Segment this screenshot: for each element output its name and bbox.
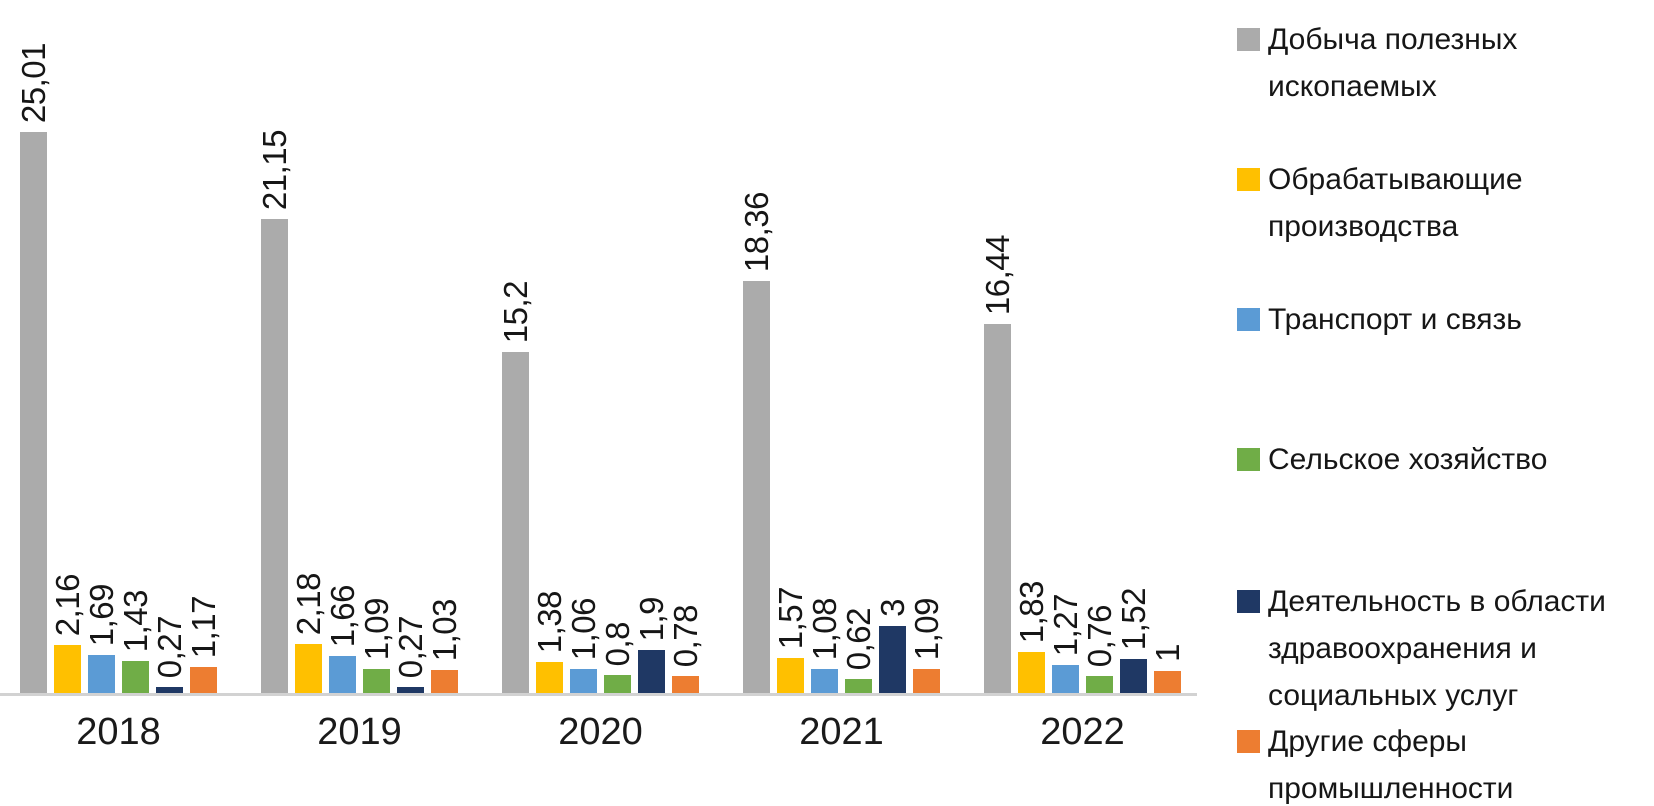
- bar-series6-2021: 1,09: [908, 598, 945, 693]
- bar-value-label: 1,38: [530, 590, 568, 653]
- bar-series1-2021: 18,36: [738, 192, 775, 693]
- bar-series2-2018: 2,16: [49, 574, 86, 693]
- bar-value-label: 0,78: [666, 604, 704, 667]
- bar-series2-2021: 1,57: [772, 587, 809, 693]
- bar-series3-2020: 1,06: [565, 598, 602, 693]
- bar-value-label: 0,62: [839, 607, 877, 670]
- bar-series4-2018: 1,43: [117, 590, 154, 693]
- bar-series6-2018: 1,17: [185, 596, 222, 693]
- legend-color-swatch-icon: [1237, 590, 1260, 613]
- bar-series6-2020: 0,78: [667, 605, 704, 693]
- x-axis-label-2021: 2021: [799, 711, 884, 753]
- bar-value-label: 25,01: [14, 42, 52, 123]
- legend-item-label: Добыча полезных ископаемых: [1268, 23, 1518, 103]
- bar-value-label: 3: [873, 599, 911, 617]
- bar-series4-2021: 0,62: [840, 608, 877, 693]
- bar-value-label: 0,27: [391, 615, 429, 678]
- bar-value-label: 1,03: [425, 598, 463, 661]
- legend-item-label: Сельское хозяйство: [1268, 443, 1548, 476]
- bar-value-label: 18,36: [737, 191, 775, 272]
- bar-series6-2022: 1: [1149, 644, 1186, 693]
- bar-value-label: 1,52: [1114, 587, 1152, 650]
- legend-color-swatch-icon: [1237, 730, 1260, 753]
- bar-value-label: 0,8: [598, 621, 636, 666]
- bar-series5-2019: 0,27: [392, 616, 429, 693]
- legend-color-swatch-icon: [1237, 28, 1260, 51]
- legend-color-swatch-icon: [1237, 168, 1260, 191]
- bar-series5-2021: 3: [874, 599, 911, 693]
- bar-series5-2018: 0,27: [151, 616, 188, 693]
- bar-series2-2022: 1,83: [1013, 581, 1050, 693]
- bar-value-label: 1,17: [184, 595, 222, 658]
- legend-item-3: Транспорт и связь: [1237, 296, 1647, 343]
- bar-series1-2018: 25,01: [15, 43, 52, 693]
- bar-series3-2021: 1,08: [806, 598, 843, 693]
- bar-value-label: 1,43: [116, 589, 154, 652]
- bar-value-label: 21,15: [255, 129, 293, 210]
- legend-item-label: Другие сферы промышленности: [1268, 725, 1514, 805]
- bar-series5-2022: 1,52: [1115, 588, 1152, 693]
- bar-series4-2022: 0,76: [1081, 605, 1118, 693]
- bar-series4-2020: 0,8: [599, 622, 636, 693]
- bar-value-label: 1,09: [357, 597, 395, 660]
- bar-value-label: 1,66: [323, 584, 361, 647]
- legend-item-4: Сельское хозяйство: [1237, 436, 1647, 483]
- bar-value-label: 2,18: [289, 572, 327, 635]
- legend-item-2: Обрабатывающие производства: [1237, 156, 1647, 250]
- bar-value-label: 1,09: [907, 597, 945, 660]
- bar-value-label: 1,06: [564, 597, 602, 660]
- legend-item-6: Другие сферы промышленности: [1237, 718, 1647, 806]
- legend-color-swatch-icon: [1237, 448, 1260, 471]
- bar-value-label: 16,44: [978, 234, 1016, 315]
- x-axis-label-2022: 2022: [1040, 711, 1125, 753]
- legend-item-1: Добыча полезных ископаемых: [1237, 16, 1647, 110]
- bar-series1-2020: 15,2: [497, 281, 534, 693]
- legend-item-5: Деятельность в области здравоохранения и…: [1237, 578, 1647, 719]
- bar-value-label: 1,57: [771, 586, 809, 649]
- legend-color-swatch-icon: [1237, 308, 1260, 331]
- bar-value-label: 1,83: [1012, 580, 1050, 643]
- legend: Добыча полезных ископаемых Обрабатывающие…: [1237, 0, 1654, 806]
- x-axis-label-2018: 2018: [76, 711, 161, 753]
- bar-value-label: 1,08: [805, 597, 843, 660]
- bar-value-label: 15,2: [496, 280, 534, 343]
- bar-value-label: 0,27: [150, 615, 188, 678]
- x-axis-label-2019: 2019: [317, 711, 402, 753]
- bar-value-label: 1,9: [632, 596, 670, 641]
- legend-item-label: Обрабатывающие производства: [1268, 163, 1523, 243]
- bar-series1-2022: 16,44: [979, 235, 1016, 693]
- bar-value-label: 0,76: [1080, 604, 1118, 667]
- bar-series1-2019: 21,15: [256, 130, 293, 693]
- bar-value-label: 1,69: [82, 583, 120, 646]
- bar-series3-2018: 1,69: [83, 584, 120, 693]
- bar-series2-2020: 1,38: [531, 591, 568, 693]
- bar-series2-2019: 2,18: [290, 573, 327, 693]
- bar-value-label: 1,27: [1046, 593, 1084, 656]
- bar-series4-2019: 1,09: [358, 598, 395, 693]
- bar-value-label: 1: [1148, 644, 1186, 662]
- legend-item-label: Транспорт и связь: [1268, 303, 1522, 336]
- bar-series5-2020: 1,9: [633, 597, 670, 693]
- plot-area: 25,01 2,16 1,69 1,43 0,27 1,17 21,15 2,18 1,66 1,…: [0, 43, 1197, 753]
- bar-value-label: 2,16: [48, 573, 86, 636]
- x-axis-label-2020: 2020: [558, 711, 643, 753]
- bar-series6-2019: 1,03: [426, 599, 463, 693]
- bar-series3-2019: 1,66: [324, 585, 361, 693]
- legend-item-label: Деятельность в области здравоохранения и…: [1268, 585, 1606, 712]
- x-axis-line: [0, 693, 1197, 696]
- bar-series3-2022: 1,27: [1047, 594, 1084, 693]
